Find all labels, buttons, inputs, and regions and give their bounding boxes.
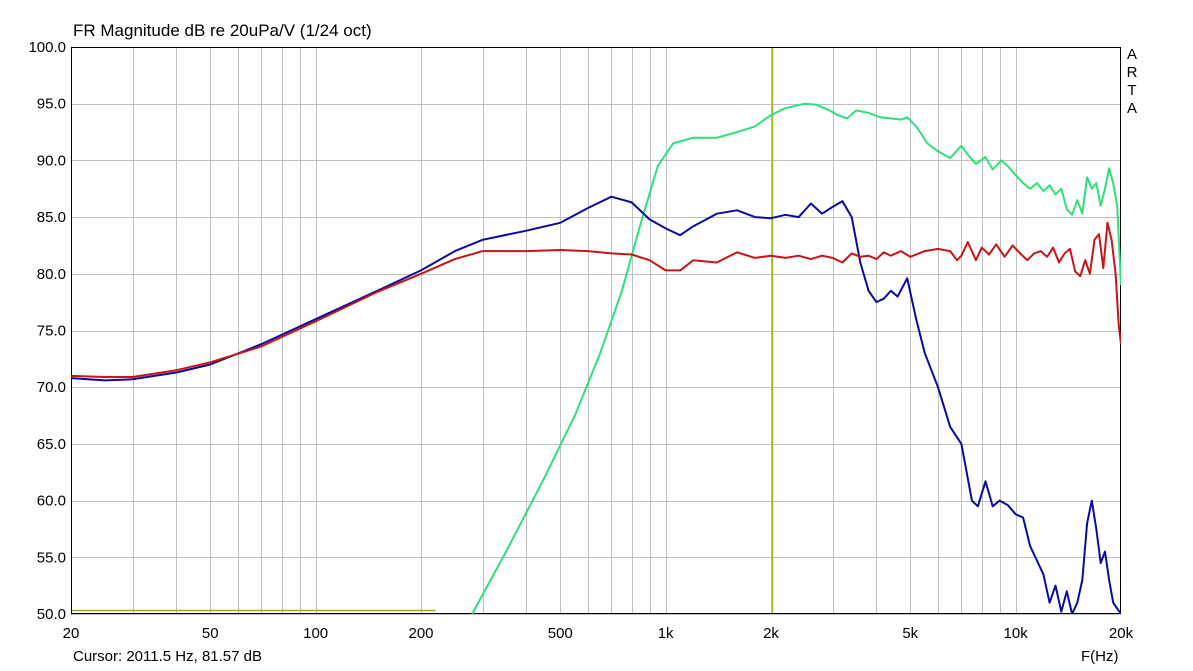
y-tick-label: 50.0 [37,606,66,623]
cursor-readout: Cursor: 2011.5 Hz, 81.57 dB [73,648,262,665]
x-axis-label: F(Hz) [1081,648,1119,665]
series-line-2 [71,195,1121,614]
tick-labels: 100.0 95.0 90.0 85.0 80.0 75.0 70.0 65.0 60.0 55.… [28,39,1133,642]
y-tick-label: 90.0 [37,152,66,169]
arta-watermark: ARTA [1126,46,1138,117]
x-tick-label: 10k [1004,625,1029,642]
series-line-1 [471,102,1121,614]
plot-frame [71,47,1121,614]
series-line-3 [71,221,1121,378]
chart-title: FR Magnitude dB re 20uPa/V (1/24 oct) [73,21,372,40]
x-tick-label: 500 [548,625,573,642]
x-tick-label: 100 [303,625,328,642]
y-tick-label: 55.0 [37,549,66,566]
x-tick-label: 20 [63,625,80,642]
y-tick-label: 95.0 [37,96,66,113]
series-layer [71,102,1121,614]
x-tick-label: 50 [202,625,219,642]
x-tick-label: 200 [408,625,433,642]
x-tick-label: 5k [902,625,918,642]
y-tick-label: 60.0 [37,493,66,510]
y-tick-label: 70.0 [37,379,66,396]
y-tick-label: 80.0 [37,266,66,283]
y-tick-label: 100.0 [28,39,66,56]
x-tick-label: 20k [1109,625,1134,642]
y-tick-label: 75.0 [37,323,66,340]
grid [71,47,1121,615]
y-tick-label: 85.0 [37,209,66,226]
y-tick-label: 65.0 [37,436,66,453]
x-tick-label: 1k [658,625,674,642]
x-tick-label: 2k [763,625,779,642]
